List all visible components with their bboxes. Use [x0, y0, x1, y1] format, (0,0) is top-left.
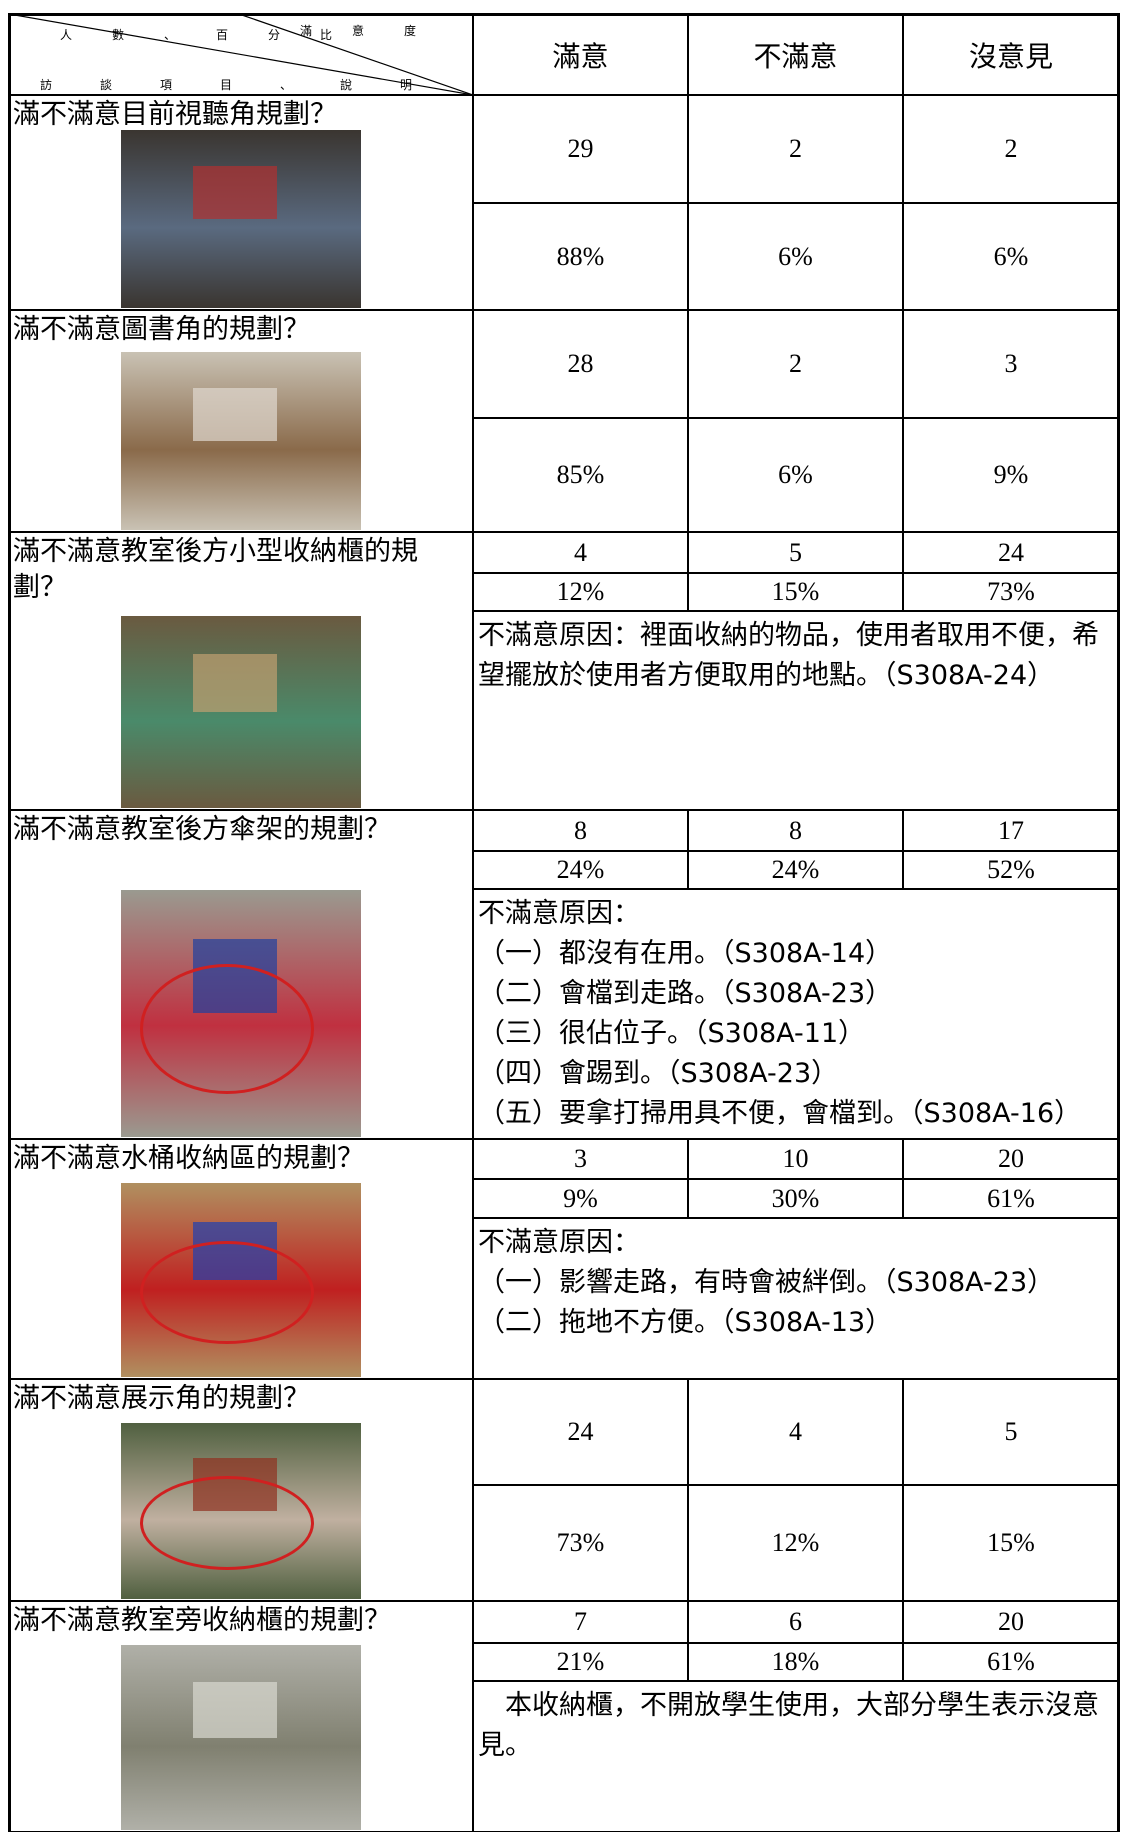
percent: 61% — [903, 1643, 1119, 1681]
percent: 6% — [688, 203, 903, 310]
count: 2 — [688, 95, 903, 203]
percent: 73% — [903, 573, 1119, 611]
count: 28 — [473, 310, 688, 418]
percent: 6% — [903, 203, 1119, 310]
count: 7 — [473, 1601, 688, 1643]
corner-top: 滿意度 — [300, 24, 457, 38]
photo — [121, 890, 361, 1137]
count: 29 — [473, 95, 688, 203]
reason-box: 不滿意原因： （一）都沒有在用。（S308A-14） （二）會檔到走路。（S308A… — [473, 889, 1119, 1139]
reason-line: （五）要拿打掃用具不便，會檔到。（S308A-16） — [478, 1098, 1082, 1129]
photo-detail — [193, 165, 277, 219]
column-header: 不滿意 — [688, 14, 903, 95]
corner-middle: 人數、百分比 — [60, 28, 373, 42]
percent: 30% — [688, 1179, 903, 1218]
count: 24 — [473, 1379, 688, 1485]
photo — [121, 352, 361, 530]
percent: 73% — [473, 1485, 688, 1601]
question: 滿不滿意教室旁收納櫃的規劃？ — [13, 1605, 391, 1636]
reason-line: 不滿意原因：裡面收納的物品，使用者取用不便，希望擺放於使用者方便取用的地點。（S… — [478, 620, 1099, 691]
count: 2 — [903, 95, 1119, 203]
question-cell — [9, 532, 473, 810]
question-cell — [9, 1139, 473, 1379]
percent: 15% — [688, 573, 903, 611]
count: 20 — [903, 1601, 1119, 1643]
count: 20 — [903, 1139, 1119, 1179]
question: 滿不滿意目前視聽角規劃？ — [13, 99, 337, 130]
question: 滿不滿意教室後方傘架的規劃？ — [13, 814, 391, 845]
count: 6 — [688, 1601, 903, 1643]
reason-box: 不滿意原因：裡面收納的物品，使用者取用不便，希望擺放於使用者方便取用的地點。（S… — [473, 611, 1119, 810]
count: 5 — [903, 1379, 1119, 1485]
percent: 24% — [688, 851, 903, 889]
count: 4 — [688, 1379, 903, 1485]
highlight-circle — [140, 964, 315, 1094]
question-cell — [9, 1379, 473, 1601]
reason-line: 不滿意原因： — [478, 898, 640, 929]
photo-detail — [193, 1682, 277, 1738]
percent: 6% — [688, 418, 903, 532]
question-cell — [9, 810, 473, 1139]
reason-line: （一）影響走路，有時會被絆倒。（S308A-23） — [478, 1267, 1055, 1298]
question: 滿不滿意水桶收納區的規劃？ — [13, 1143, 364, 1174]
photo — [121, 616, 361, 808]
reason-line: （二）拖地不方便。（S308A-13） — [478, 1307, 893, 1338]
photo-detail — [193, 654, 277, 712]
percent: 9% — [473, 1179, 688, 1218]
photo — [121, 1645, 361, 1830]
highlight-circle — [140, 1241, 315, 1345]
percent: 85% — [473, 418, 688, 532]
reason-line: 不滿意原因： — [478, 1227, 640, 1258]
count: 4 — [473, 532, 688, 573]
column-header: 沒意見 — [903, 14, 1119, 95]
percent: 9% — [903, 418, 1119, 532]
percent: 21% — [473, 1643, 688, 1681]
percent: 12% — [473, 573, 688, 611]
percent: 18% — [688, 1643, 903, 1681]
photo-detail — [193, 387, 277, 441]
reason-line: （三）很佔位子。（S308A-11） — [478, 1018, 866, 1049]
count: 8 — [688, 810, 903, 851]
question: 滿不滿意教室後方小型收納櫃的規劃？ — [13, 536, 418, 603]
reason-line: （一）都沒有在用。（S308A-14） — [478, 938, 893, 969]
question: 滿不滿意圖書角的規劃？ — [13, 314, 310, 345]
corner-diagonals — [9, 14, 473, 95]
corner-bottom: 訪談項目、說明 — [40, 78, 461, 92]
question: 滿不滿意展示角的規劃？ — [13, 1383, 310, 1414]
corner-cell — [9, 14, 473, 95]
photo — [121, 1183, 361, 1377]
reason-box: 本收納櫃，不開放學生使用，大部分學生表示沒意見。 — [473, 1681, 1119, 1832]
percent: 88% — [473, 203, 688, 310]
percent: 61% — [903, 1179, 1119, 1218]
question-cell — [9, 310, 473, 532]
photo — [121, 1423, 361, 1599]
question-cell — [9, 95, 473, 310]
percent: 52% — [903, 851, 1119, 889]
reason-line: 本收納櫃，不開放學生使用，大部分學生表示沒意見。 — [478, 1690, 1099, 1761]
count: 17 — [903, 810, 1119, 851]
count: 10 — [688, 1139, 903, 1179]
count: 24 — [903, 532, 1119, 573]
photo — [121, 130, 361, 308]
count: 5 — [688, 532, 903, 573]
reason-line: （四）會踢到。（S308A-23） — [478, 1058, 839, 1089]
percent: 15% — [903, 1485, 1119, 1601]
count: 3 — [473, 1139, 688, 1179]
count: 3 — [903, 310, 1119, 418]
reason-line: （二）會檔到走路。（S308A-23） — [478, 978, 893, 1009]
reason-box: 不滿意原因： （一）影響走路，有時會被絆倒。（S308A-23） （二）拖地不方便。… — [473, 1218, 1119, 1379]
percent: 12% — [688, 1485, 903, 1601]
count: 2 — [688, 310, 903, 418]
count: 8 — [473, 810, 688, 851]
percent: 24% — [473, 851, 688, 889]
highlight-circle — [140, 1475, 315, 1570]
column-header: 滿意 — [473, 14, 688, 95]
